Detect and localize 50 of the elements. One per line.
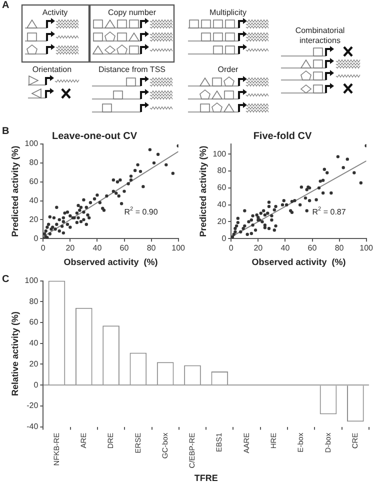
y-tick-label: 100 — [24, 139, 39, 148]
text: Orientation — [32, 65, 72, 74]
y-tick-label: 80 — [217, 166, 227, 176]
y-tick-label: 0 — [222, 234, 227, 243]
y-tick-label: -40 — [26, 422, 39, 431]
y-axis-title: Predicted activity (%) — [198, 146, 208, 237]
chart-title: Leave-one-out CV — [52, 130, 138, 142]
x-tick-label: 80 — [334, 244, 344, 253]
text: C — [2, 274, 10, 286]
y-tick-label: 40 — [217, 200, 227, 210]
text: Activity — [42, 8, 68, 17]
x-tick-label: 20 — [66, 244, 76, 253]
chart-title: Five-fold CV — [253, 130, 312, 142]
x-tick-label: 100 — [360, 244, 374, 253]
y-tick-label: 40 — [29, 196, 39, 205]
x-tick-label: 60 — [120, 244, 130, 253]
x-tick-label: 80 — [146, 244, 156, 253]
text: Order — [216, 65, 240, 75]
x-tick-label: 60 — [308, 244, 318, 253]
text: Combinatorial interactions — [294, 26, 346, 46]
x-tick-label: 100 — [172, 244, 186, 253]
text: A — [2, 0, 10, 12]
y-tick-label: 40 — [29, 338, 39, 348]
y-tick-label: -20 — [26, 401, 39, 410]
y-axis-title: Predicted activity (%) — [10, 146, 20, 237]
x-tick-label: 20 — [254, 244, 264, 253]
x-tick-label: 0 — [40, 244, 46, 253]
x-tick-label: 0 — [228, 244, 234, 253]
y-tick-label: 20 — [217, 216, 227, 226]
y-tick-label: 60 — [29, 318, 39, 327]
text: Copy number — [106, 8, 158, 18]
y-tick-label: 0 — [34, 380, 39, 390]
y-tick-label: 20 — [29, 359, 39, 368]
y-axis-title: Relative activity (%) — [10, 312, 20, 396]
x-tick-label: 40 — [92, 244, 102, 253]
y-tick-label: 0 — [34, 234, 39, 243]
text: Distance from TSS — [98, 65, 166, 75]
y-tick-label: 80 — [29, 296, 39, 306]
text: B — [2, 126, 10, 138]
x-axis-title: TFRE — [194, 473, 218, 484]
y-tick-label: 20 — [29, 214, 39, 224]
x-axis-title: Observed activity (%) — [64, 257, 158, 268]
y-tick-label: 80 — [29, 158, 39, 168]
text: Multiplicity — [208, 8, 248, 18]
y-tick-label: 100 — [212, 149, 227, 158]
y-tick-label: 60 — [29, 177, 39, 186]
y-tick-label: 100 — [24, 276, 39, 286]
x-tick-label: 40 — [280, 244, 290, 253]
x-axis-title: Observed activity (%) — [252, 257, 346, 268]
y-tick-label: 60 — [217, 183, 227, 192]
